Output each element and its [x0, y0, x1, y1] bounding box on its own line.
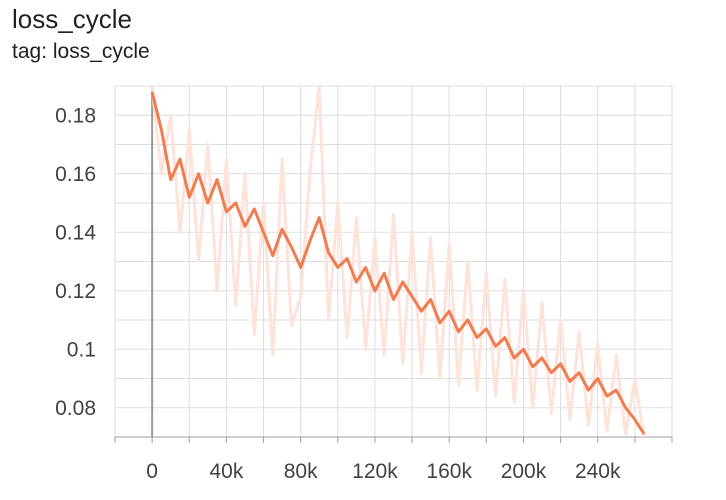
y-tick-label: 0.1 — [67, 338, 96, 361]
series-line-smoothed — [150, 91, 646, 435]
y-tick-label: 0.12 — [55, 280, 96, 303]
x-tick-label: 160k — [426, 460, 472, 483]
x-tick-label: 120k — [352, 460, 398, 483]
y-tick-label: 0.18 — [55, 104, 96, 127]
x-tick-label: 40k — [209, 460, 243, 483]
x-tick-label: 200k — [501, 460, 547, 483]
x-tick-label: 80k — [284, 460, 318, 483]
y-tick-label: 0.16 — [55, 163, 96, 186]
y-tick-label: 0.08 — [55, 397, 96, 420]
y-tick-label: 0.14 — [55, 221, 96, 244]
chart-subtitle: tag: loss_cycle — [12, 40, 150, 63]
chart-title: loss_cycle — [12, 4, 132, 34]
x-tick-label: 240k — [575, 460, 621, 483]
x-tick-label: 0 — [146, 460, 158, 483]
